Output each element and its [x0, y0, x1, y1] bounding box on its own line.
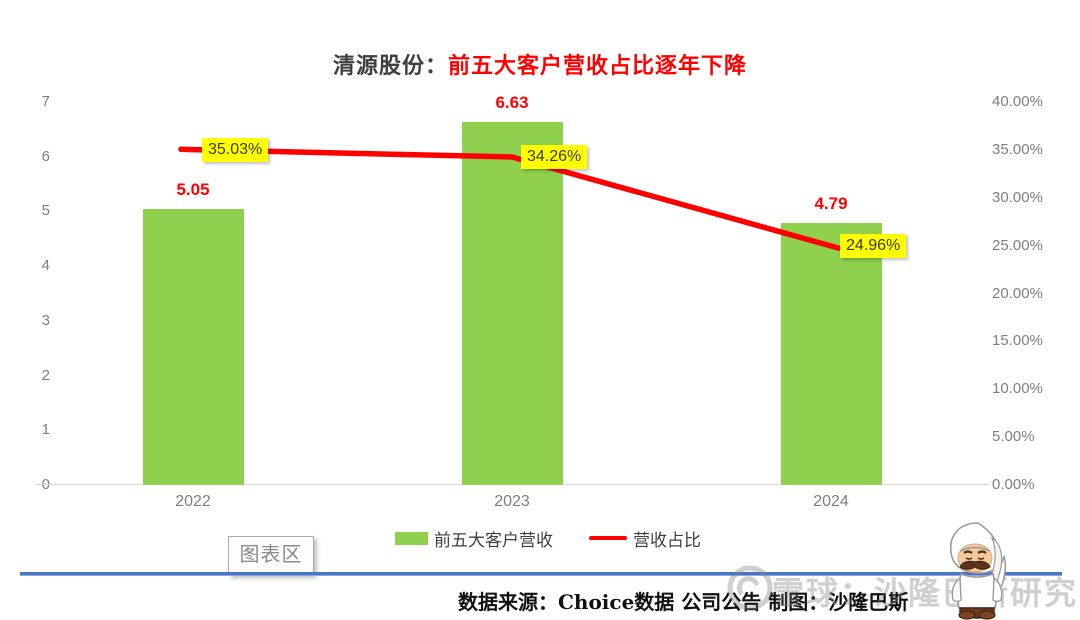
- right-axis-tick: 0.00%: [992, 476, 1035, 493]
- left-axis-tick: 2: [41, 366, 50, 384]
- right-axis-tick: 40.00%: [992, 93, 1043, 110]
- line-point-label: 35.03%: [202, 137, 269, 162]
- left-axis-tick: 1: [41, 421, 50, 439]
- right-axis-tick: 35.00%: [992, 140, 1043, 158]
- chart-title: 清源股份：前五大客户营收占比逐年下降: [0, 48, 1080, 80]
- chart-title-highlight: 前五大客户营收占比逐年下降: [448, 53, 748, 78]
- legend-line-label: 营收占比: [633, 530, 701, 550]
- bar-2023[interactable]: [461, 122, 563, 485]
- legend-bar-label: 前五大客户营收: [434, 530, 553, 550]
- bar-2024[interactable]: [780, 222, 882, 485]
- right-axis-tick: 30.00%: [992, 188, 1043, 206]
- right-axis-tick: 15.00%: [992, 332, 1043, 350]
- legend-bar-swatch: [395, 531, 428, 545]
- mascot-image: [949, 522, 1007, 620]
- left-axis-tick: 4: [41, 257, 50, 275]
- x-axis-label: 2022: [175, 493, 211, 510]
- left-axis-tick: 7: [41, 93, 50, 110]
- legend[interactable]: 前五大客户营收 营收占比: [395, 527, 701, 550]
- right-axis-tick: 5.00%: [992, 428, 1035, 446]
- divider-line: [20, 572, 1062, 576]
- right-axis-tick: 25.00%: [992, 236, 1043, 254]
- source-caption: 数据来源：Choice数据 公司公告 制图：沙隆巴斯: [458, 590, 909, 614]
- bar-value-label: 4.79: [814, 193, 848, 213]
- left-axis-tick: 6: [41, 147, 50, 165]
- line-point-label: 24.96%: [840, 234, 907, 258]
- x-axis-label: 2023: [494, 493, 530, 510]
- chart-area-tooltip: 图表区: [228, 536, 314, 575]
- left-axis-tick: 5: [41, 202, 50, 220]
- right-axis-tick: 20.00%: [992, 284, 1043, 302]
- legend-line-swatch: [589, 536, 627, 540]
- line-point-label: 34.26%: [521, 144, 588, 169]
- right-axis-tick: 10.00%: [992, 380, 1043, 398]
- left-axis-tick: 0: [12, 476, 50, 494]
- bar-2022[interactable]: [142, 208, 244, 485]
- bar-value-label: 6.63: [495, 93, 529, 113]
- left-axis-tick: 3: [41, 311, 50, 329]
- snowball-logo-icon: [727, 565, 773, 611]
- watermark-text: 雪球：沙隆巴斯研究: [772, 575, 1079, 611]
- x-axis-label: 2024: [813, 493, 849, 510]
- chart-title-prefix: 清源股份：: [332, 53, 448, 78]
- bar-value-label: 5.05: [176, 179, 210, 199]
